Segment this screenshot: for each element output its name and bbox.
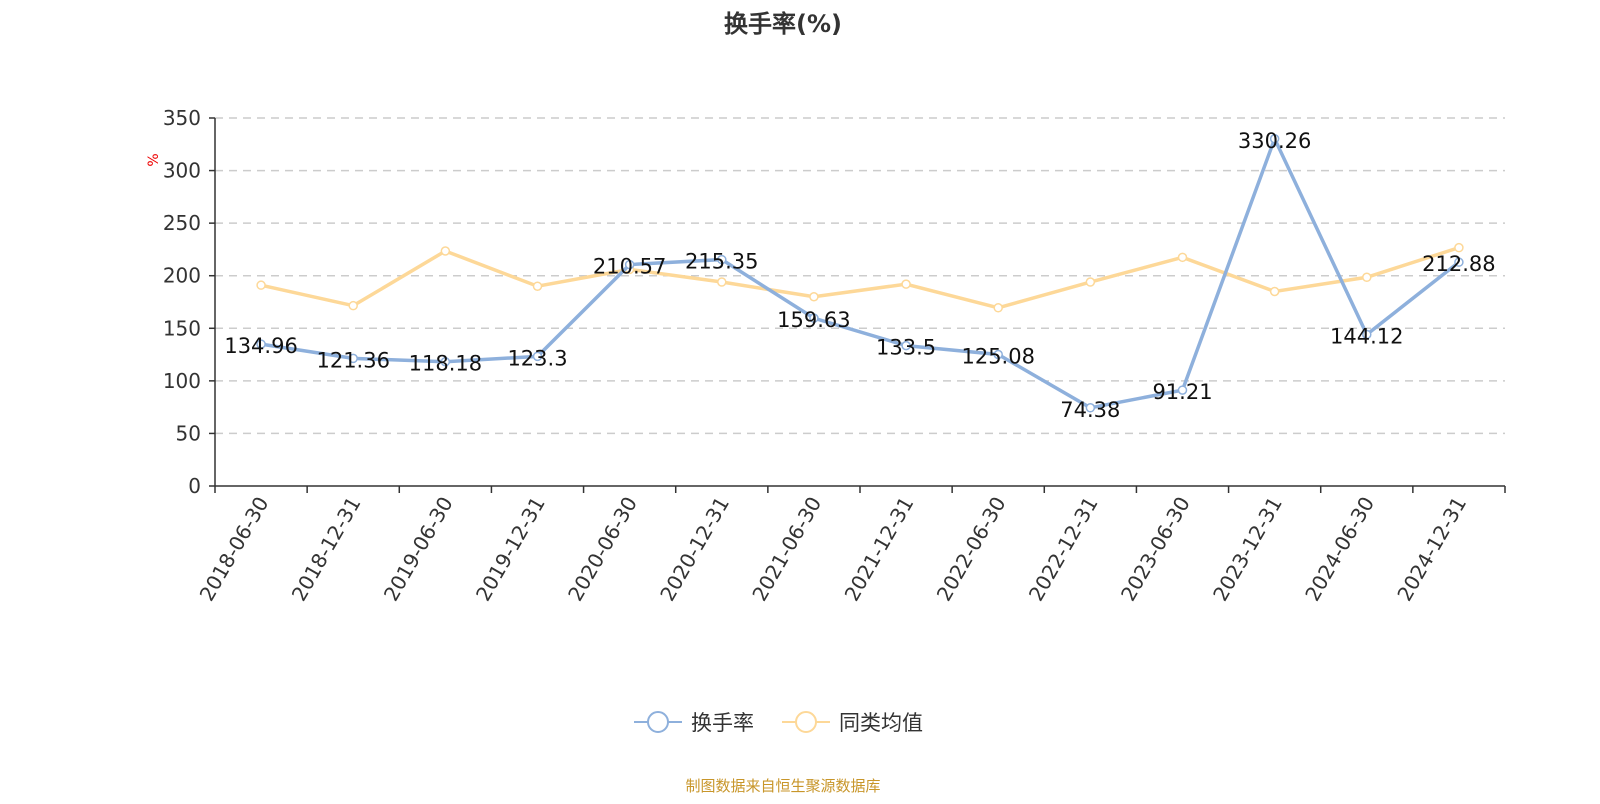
data-label: 215.35 — [685, 250, 758, 274]
series-line — [260, 134, 1461, 410]
y-axis-label: % — [146, 153, 162, 166]
data-point — [532, 281, 543, 291]
data-point — [717, 254, 727, 265]
data-point — [1177, 385, 1188, 395]
data-point — [1454, 257, 1464, 267]
series-line — [260, 245, 1460, 310]
data-label: 330.26 — [1238, 129, 1311, 153]
x-tick-label: 2022-06-30 — [932, 493, 1011, 606]
x-tick-label: 2023-06-30 — [1116, 493, 1195, 606]
x-tick-label: 2024-12-31 — [1392, 493, 1471, 606]
x-tick-label: 2018-12-31 — [287, 493, 366, 606]
data-point — [440, 246, 451, 256]
data-point — [809, 313, 819, 323]
data-label: 125.08 — [961, 344, 1034, 368]
data-point — [901, 340, 911, 351]
legend-label: 同类均值 — [839, 711, 923, 735]
y-tick-label: 100 — [163, 369, 201, 393]
data-point — [624, 259, 635, 270]
data-point — [1269, 134, 1280, 144]
data-point — [1085, 277, 1096, 287]
data-point — [1177, 252, 1188, 263]
y-tick-label: 150 — [163, 316, 201, 340]
x-tick-label: 2024-06-30 — [1300, 493, 1379, 606]
data-label: 91.21 — [1152, 380, 1212, 404]
data-point — [348, 353, 358, 364]
chart-title: 换手率(%) — [724, 10, 842, 38]
x-tick-label: 2018-06-30 — [194, 493, 273, 606]
data-point — [532, 351, 543, 362]
data-point — [1362, 329, 1372, 340]
data-point — [901, 279, 911, 289]
data-point — [809, 291, 819, 302]
y-tick-label: 50 — [176, 421, 201, 445]
x-tick-label: 2023-12-31 — [1208, 493, 1287, 606]
data-point — [348, 300, 358, 311]
x-tick-label: 2021-06-30 — [747, 493, 826, 606]
x-tick-label: 2020-06-30 — [563, 493, 642, 606]
data-label: 212.88 — [1422, 252, 1495, 276]
x-tick-label: 2022-12-31 — [1024, 493, 1103, 606]
legend-marker — [647, 711, 669, 733]
legend-label: 换手率 — [691, 711, 754, 735]
data-point — [256, 339, 266, 349]
data-label: 210.57 — [593, 255, 666, 279]
data-label: 134.96 — [224, 334, 297, 358]
data-label: 123.3 — [507, 346, 567, 370]
y-tick-label: 350 — [163, 106, 201, 130]
x-tick-label: 2019-06-30 — [379, 493, 458, 606]
y-tick-label: 0 — [188, 474, 201, 498]
data-point — [1362, 272, 1372, 283]
data-label: 74.38 — [1060, 398, 1120, 422]
x-tick-label: 2020-12-31 — [655, 493, 734, 606]
data-label: 133.5 — [876, 336, 936, 360]
x-tick-label: 2021-12-31 — [839, 493, 918, 606]
data-point — [717, 277, 727, 287]
y-tick-label: 300 — [163, 159, 201, 183]
y-tick-label: 250 — [163, 211, 201, 235]
data-label: 159.63 — [777, 308, 850, 332]
data-point — [993, 303, 1003, 313]
data-point — [1269, 286, 1280, 297]
data-point — [1454, 242, 1464, 253]
x-tick-label: 2019-12-31 — [471, 493, 550, 606]
data-label: 121.36 — [316, 348, 389, 372]
source-note: 制图数据来自恒生聚源数据库 — [685, 777, 880, 795]
legend-marker — [795, 711, 817, 733]
data-point — [1085, 403, 1096, 413]
data-label: 144.12 — [1330, 324, 1403, 348]
data-point — [993, 349, 1003, 360]
data-label: 118.18 — [409, 352, 482, 376]
y-tick-label: 200 — [163, 264, 201, 288]
data-point — [440, 356, 451, 367]
data-point — [256, 280, 266, 290]
